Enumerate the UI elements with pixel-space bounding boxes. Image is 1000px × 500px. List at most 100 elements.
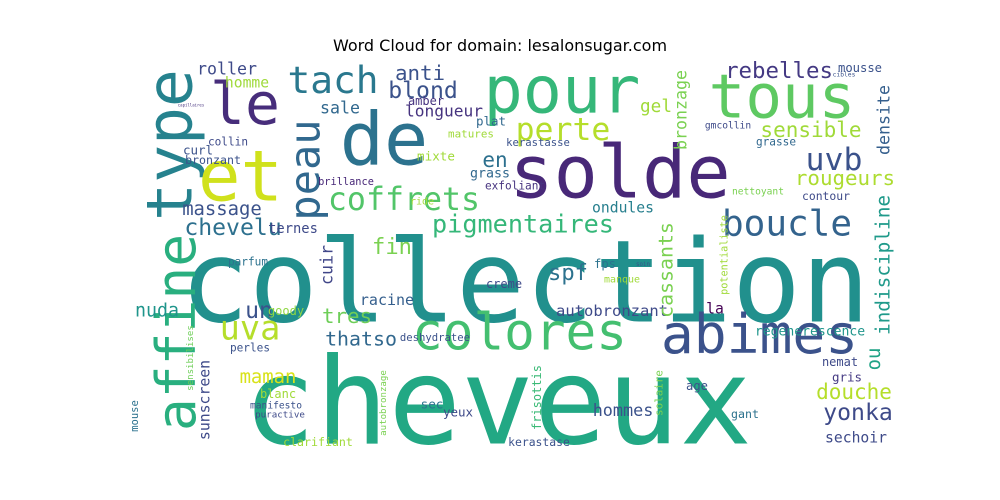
word-rebelles: rebelles <box>725 58 833 84</box>
word-nettoyant: nettoyant <box>732 187 784 198</box>
word-nuda: nuda <box>135 301 179 322</box>
word-sechoir: sechoir <box>825 430 887 447</box>
word-age: age <box>686 379 708 393</box>
word-spf: spf <box>548 260 588 286</box>
word-chevelu: chevelu <box>184 215 281 241</box>
word-clarifiant: clarifiant <box>283 435 353 449</box>
word-contour: contour <box>802 189 850 203</box>
word-homme: homme <box>225 75 269 92</box>
word-racine: racine <box>360 291 414 309</box>
word-sensibilises: sensibilises <box>186 325 196 391</box>
word-indiscipline: indiscipline <box>872 195 895 335</box>
word-soin: soin <box>636 262 650 268</box>
word-un: un <box>245 298 273 324</box>
chart-title: Word Cloud for domain: lesalonsugar.com <box>332 36 668 55</box>
word-perte: perte <box>516 112 611 148</box>
word-longueur: longueur <box>405 102 483 121</box>
word-colores: colores <box>412 304 627 363</box>
word-abimes: abimes <box>661 302 858 366</box>
word-fps: fps <box>594 257 616 271</box>
word-solaire: solaire <box>653 370 666 416</box>
word-goody: goody <box>268 304 304 318</box>
word-plat: plat <box>476 114 506 129</box>
word-bronzant: bronzant <box>185 153 241 167</box>
word-coffrets: coffrets <box>328 182 480 218</box>
word-kerastasse: kerastasse <box>506 137 570 149</box>
word-massage: massage <box>182 198 262 220</box>
word-gmcollin: gmcollin <box>705 121 751 132</box>
word-en: en <box>482 148 507 172</box>
word-de: de <box>340 98 429 183</box>
word-matures: matures <box>448 128 494 141</box>
word-pigmentaires: pigmentaires <box>432 210 614 239</box>
word-exfoliant: exfoliant <box>485 180 545 193</box>
word-solde: solde <box>509 131 730 216</box>
word-yeux: yeux <box>443 405 474 420</box>
word-fin: fin <box>372 234 412 260</box>
word-douche: douche <box>816 380 892 404</box>
word-cibles: cibles <box>833 72 856 79</box>
word-sec: sec <box>421 397 444 412</box>
word-grass: grass <box>470 167 510 182</box>
word-boucle: boucle <box>722 204 852 245</box>
word-tach: tach <box>287 58 378 102</box>
word-capillaires: capillaires <box>178 103 205 108</box>
word-kerastase: kerastase <box>508 435 570 449</box>
word-et: et <box>198 135 283 218</box>
word-tous: tous <box>709 62 856 133</box>
word-blanc: blanc <box>260 387 296 401</box>
word-amber: amber <box>408 94 444 108</box>
word-curl: curl <box>183 143 213 158</box>
word-collin: collin <box>208 136 248 149</box>
word-tres: tres <box>322 304 372 328</box>
word-nemat: nemat <box>822 355 858 369</box>
word-hommes: hommes <box>593 400 654 420</box>
word-deshydratee: deshydratee <box>400 332 470 344</box>
word-mixte: mixte <box>417 149 455 164</box>
word-la: la <box>706 301 724 318</box>
word-cuir: cuir <box>318 245 337 285</box>
word-brillance: brillance <box>318 176 374 188</box>
word-uva: uva <box>220 309 281 348</box>
word-densite: densite <box>875 85 894 155</box>
word-rougeurs: rougeurs <box>795 166 895 190</box>
word-affine: affine <box>144 234 208 431</box>
word-peau: peau <box>281 119 330 220</box>
word-le: le <box>210 70 280 138</box>
word-bronzage: bronzage <box>672 70 691 150</box>
word-manifesto: manifesto <box>250 401 302 412</box>
word-autobronzage: autobronzage <box>379 370 389 436</box>
word-type: type <box>134 69 207 221</box>
word-mousse: mousse <box>838 61 882 75</box>
word-perles: perles <box>230 342 270 355</box>
word-mouse: mouse <box>129 400 141 432</box>
word-ondules: ondules <box>592 200 654 217</box>
word-sunscreen: sunscreen <box>197 360 214 440</box>
word-anti: anti <box>395 61 445 85</box>
word-parfum: parfum <box>228 256 268 269</box>
word-gris: gris <box>832 370 862 385</box>
word-thatso: thatso <box>325 328 397 351</box>
word-yonka: yonka <box>823 400 893 426</box>
word-ou: ou <box>863 348 885 371</box>
word-creme: creme <box>486 277 522 291</box>
word-gel: gel <box>640 97 672 117</box>
word-frisottis: frisottis <box>530 365 544 430</box>
word-potentialiste: potentialiste <box>720 215 731 295</box>
word-roller: roller <box>197 60 257 79</box>
word-maman: maman <box>240 366 297 388</box>
word-sale: sale <box>320 99 360 118</box>
word-uvb: uvb <box>806 142 863 178</box>
word-ternes: ternes <box>268 221 318 237</box>
word-regenerescence: regenerescence <box>755 325 865 340</box>
word-gant: gant <box>731 407 759 421</box>
word-puractive: puractive <box>255 410 305 421</box>
word-sensible: sensible <box>760 118 861 142</box>
word-cheveux: cheveux <box>243 333 752 473</box>
word-cassants: cassants <box>655 222 678 318</box>
word-collection: collection <box>180 217 870 350</box>
word-grasse: grasse <box>756 136 796 149</box>
word-ride: ride <box>410 197 434 208</box>
